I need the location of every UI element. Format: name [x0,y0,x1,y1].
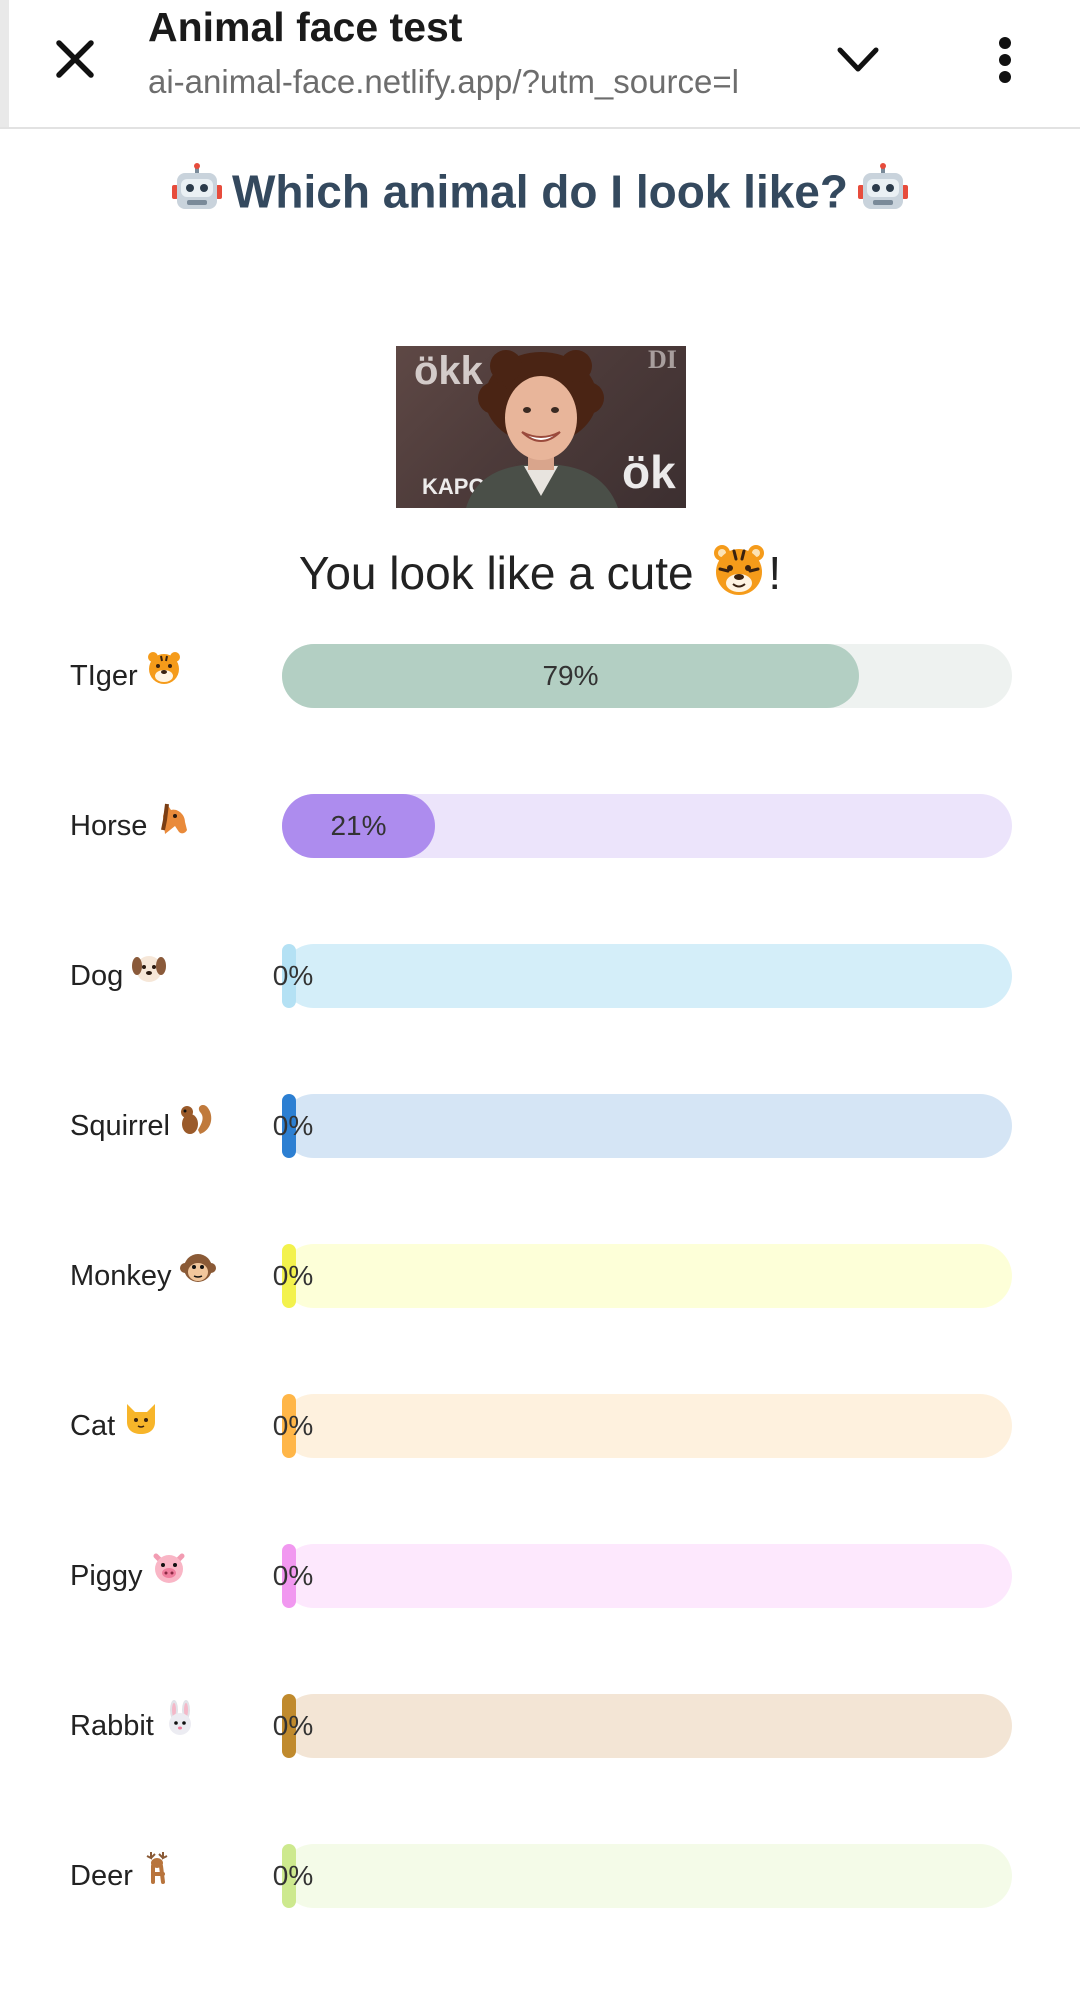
progress-fill [282,644,859,708]
percent-label: 79% [542,660,599,691]
close-button[interactable] [38,22,112,96]
row-label: Deer [70,1844,177,1908]
progress-fill [282,944,296,1008]
tiger-face-icon [712,543,766,608]
result-row-piggy: Piggy 0% [0,1544,1080,1608]
progress-track: 21% [282,794,1012,858]
close-icon [56,40,94,78]
row-label: Rabbit [70,1694,198,1758]
result-row-horse: Horse 21% [0,794,1080,858]
percent-label: 21% [330,810,387,841]
row-label: Squirrel [70,1094,214,1158]
result-row-dog: Dog 0% [0,944,1080,1008]
progress-fill [282,1244,296,1308]
row-label: TIger [70,644,182,708]
result-row-cat: Cat 0% [0,1394,1080,1458]
row-label: Cat [70,1394,159,1458]
result-prefix: You look like a cute [298,547,694,599]
page-title: Animal face test [148,4,463,50]
progress-fill [282,1844,296,1908]
percent-label: 0% [272,1860,314,1891]
horse-face-icon [155,795,191,859]
url-text[interactable]: ai-animal-face.netlify.app/?utm_source=l [148,63,739,100]
row-label: Piggy [70,1544,187,1608]
deer-icon [141,1845,177,1909]
expand-button[interactable] [818,20,898,100]
uploaded-photo[interactable]: ökk DI KAPO ök [396,346,686,508]
progress-track: 0% [273,1544,1012,1608]
dog-face-icon [131,945,167,1009]
progress-fill [282,1094,296,1158]
more-vert-icon [999,37,1011,83]
result-row-squirrel: Squirrel 0% [0,1094,1080,1158]
robot-icon [170,163,224,228]
result-row-tiger: TIger 79% [0,644,1080,708]
result-row-monkey: Monkey 0% [0,1244,1080,1308]
robot-icon [856,163,910,228]
percent-label: 0% [272,1260,314,1291]
row-label: Horse [70,794,191,858]
progress-track: 79% [282,644,1012,708]
percent-label: 0% [272,1560,314,1591]
percent-label: 0% [272,1410,314,1441]
chevron-down-icon [837,47,879,72]
progress-track: 0% [273,1244,1012,1308]
progress-fill [282,1544,296,1608]
progress-track: 0% [273,1094,1012,1158]
main-heading: Which animal do I look like? [0,163,1080,228]
edge-shadow [0,0,9,127]
cat-face-icon [123,1395,159,1459]
monkey-face-icon [179,1245,216,1309]
tiger-face-icon [146,645,182,709]
result-row-rabbit: Rabbit 0% [0,1694,1080,1758]
progress-fill [282,794,435,858]
progress-track: 0% [273,1694,1012,1758]
pig-face-icon [151,1545,187,1609]
percent-label: 0% [272,1110,314,1141]
percent-label: 0% [272,960,314,991]
photo-backdrop-text: ök [622,446,676,498]
browser-toolbar: Animal face test ai-animal-face.netlify.… [0,0,1080,129]
more-options-button[interactable] [965,20,1045,100]
row-label: Dog [70,944,167,1008]
rabbit-face-icon [162,1695,198,1759]
progress-track: 0% [273,1844,1012,1908]
row-label: Monkey [70,1244,216,1308]
percent-label: 0% [272,1710,314,1741]
result-row-deer: Deer 0% [0,1844,1080,1908]
squirrel-icon [178,1095,214,1159]
progress-track: 0% [273,944,1012,1008]
progress-track: 0% [273,1394,1012,1458]
result-text: You look like a cute ! [0,543,1080,608]
photo-backdrop-text: ökk [414,349,484,393]
result-suffix: ! [768,547,782,599]
heading-text: Which animal do I look like? [232,165,848,218]
progress-fill [282,1394,296,1458]
progress-fill [282,1694,296,1758]
photo-backdrop-text: DI [648,346,677,374]
